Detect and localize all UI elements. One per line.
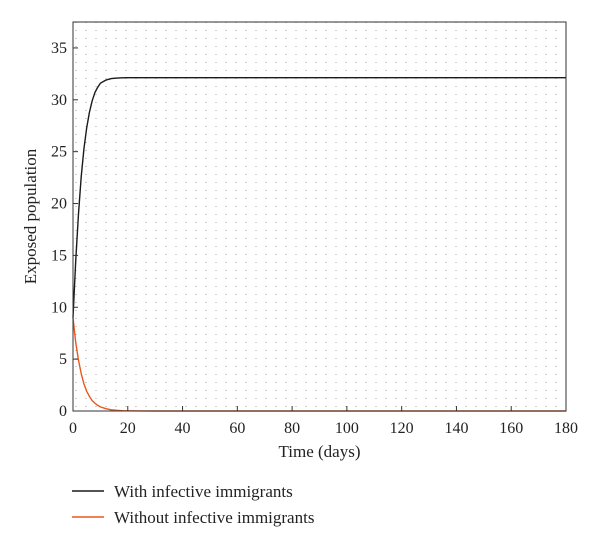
x-tick-label: 20: [120, 420, 136, 437]
x-tick-label: 140: [444, 420, 468, 437]
x-tick-label: 160: [499, 420, 523, 437]
y-tick-label: 25: [51, 144, 67, 161]
y-tick-label: 15: [51, 247, 67, 264]
y-tick-label: 20: [51, 196, 67, 213]
x-tick-label: 0: [69, 420, 77, 437]
y-axis-label: Exposed population: [21, 148, 40, 284]
series-layer: [72, 76, 566, 412]
series-line-1: [72, 76, 566, 318]
ticks: 0 20 40 60 80 100 120 140 160 180 0 5 10 15 20 25 30 35: [51, 40, 578, 437]
y-tick-label: 35: [51, 40, 67, 57]
x-tick-label: 100: [335, 420, 359, 437]
legend: With infective immigrants Without infecti…: [72, 482, 314, 527]
x-tick-label: 80: [284, 420, 300, 437]
legend-label-2: Without infective immigrants: [114, 508, 314, 527]
x-tick-label: 40: [175, 420, 191, 437]
legend-label-1: With infective immigrants: [114, 482, 293, 501]
x-tick-label: 120: [390, 420, 414, 437]
x-tick-label: 60: [229, 420, 245, 437]
plot-frame: [72, 21, 567, 412]
x-axis-label: Time (days): [278, 442, 360, 461]
x-tick-label: 180: [554, 420, 578, 437]
y-tick-label: 10: [51, 299, 67, 316]
y-tick-label: 0: [59, 403, 67, 420]
y-tick-label: 5: [59, 351, 67, 368]
grid: [75, 22, 557, 411]
series-line-2: [72, 317, 566, 412]
y-tick-label: 30: [51, 92, 67, 109]
